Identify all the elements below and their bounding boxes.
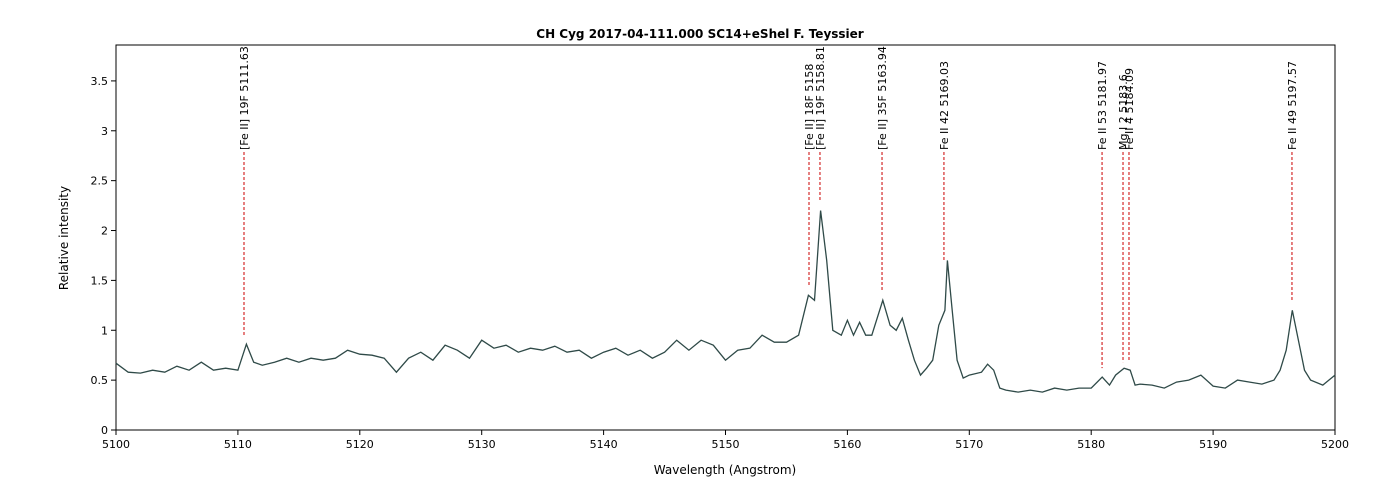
y-tick-label: 0: [101, 424, 108, 437]
x-tick-label: 5130: [468, 438, 496, 451]
y-tick-label: 0.5: [91, 374, 109, 387]
y-tick-label: 3: [101, 125, 108, 138]
annotation-label: Fe II 4 5184.09: [1123, 68, 1136, 150]
x-tick-label: 5120: [346, 438, 374, 451]
annotation-label: Mg I 2 5183.6: [1117, 74, 1130, 150]
y-tick-label: 2: [101, 225, 108, 238]
annotation-label: Fe II 49 5197.57: [1286, 61, 1299, 150]
x-tick-label: 5140: [590, 438, 618, 451]
annotation-label: [Fe II] 18F 5158: [803, 64, 816, 150]
x-tick-label: 5190: [1199, 438, 1227, 451]
x-axis-label: Wavelength (Angstrom): [654, 463, 796, 477]
annotation-label: Fe II 42 5169.03: [938, 61, 951, 150]
x-tick-label: 5110: [224, 438, 252, 451]
annotation-label: Fe II 53 5181.97: [1096, 61, 1109, 150]
annotation-label: [Fe II] 19F 5158.81: [814, 46, 827, 150]
y-axis-label: Relative intensity: [57, 186, 71, 290]
x-tick-label: 5170: [955, 438, 983, 451]
chart-title: CH Cyg 2017-04-111.000 SC14+eShel F. Tey…: [536, 27, 864, 41]
annotation-label: [Fe II] 35F 5163.94: [876, 46, 889, 150]
spectrum-line: [115, 210, 1336, 393]
x-tick-label: 5180: [1077, 438, 1105, 451]
y-tick-label: 1.5: [91, 274, 109, 287]
x-tick-label: 5100: [102, 438, 130, 451]
y-tick-label: 2.5: [91, 175, 109, 188]
annotation-label: [Fe II] 19F 5111.63: [238, 46, 251, 150]
y-tick-label: 3.5: [91, 75, 109, 88]
x-tick-label: 5160: [833, 438, 861, 451]
y-tick-label: 1: [101, 324, 108, 337]
x-tick-label: 5200: [1321, 438, 1349, 451]
x-tick-label: 5150: [712, 438, 740, 451]
